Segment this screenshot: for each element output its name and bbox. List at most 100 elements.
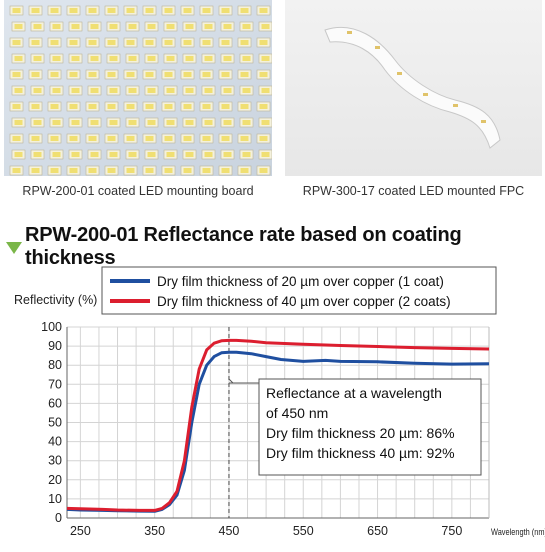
led-phosphor xyxy=(14,56,23,61)
y-tick-label: 40 xyxy=(48,435,62,449)
led-phosphor xyxy=(128,88,137,93)
led-phosphor xyxy=(166,152,175,157)
led-phosphor xyxy=(50,72,59,77)
led-phosphor xyxy=(52,152,61,157)
led-phosphor xyxy=(164,40,173,45)
led-phosphor xyxy=(261,24,270,29)
led-phosphor xyxy=(12,40,21,45)
led-phosphor xyxy=(109,152,118,157)
legend-box xyxy=(101,266,497,315)
led-phosphor xyxy=(128,24,137,29)
led-phosphor xyxy=(31,72,40,77)
led-phosphor xyxy=(185,88,194,93)
led-phosphor xyxy=(261,120,270,125)
led-phosphor xyxy=(204,88,213,93)
led-phosphor xyxy=(88,136,97,141)
led-phosphor xyxy=(145,168,154,173)
led-phosphor xyxy=(166,120,175,125)
led-phosphor xyxy=(33,120,42,125)
led-phosphor xyxy=(185,56,194,61)
annotation-line-3: Dry film thickness 20 µm: 86% xyxy=(266,425,455,441)
led-phosphor xyxy=(88,168,97,173)
led-phosphor xyxy=(202,40,211,45)
led-phosphor xyxy=(147,24,156,29)
led-phosphor xyxy=(164,104,173,109)
led-phosphor xyxy=(71,152,80,157)
led-phosphor xyxy=(221,104,230,109)
led-phosphor xyxy=(126,72,135,77)
led-phosphor xyxy=(50,40,59,45)
led-phosphor xyxy=(202,168,211,173)
led-phosphor xyxy=(69,104,78,109)
led-phosphor xyxy=(259,104,268,109)
x-tick-label: 250 xyxy=(70,524,91,538)
section-title-text: RPW-200-01 Reflectance rate based on coa… xyxy=(25,224,462,269)
y-tick-label: 80 xyxy=(48,358,62,372)
led-phosphor xyxy=(33,56,42,61)
led-phosphor xyxy=(204,56,213,61)
led-phosphor xyxy=(126,8,135,13)
led-phosphor xyxy=(128,152,137,157)
led-phosphor xyxy=(240,168,249,173)
led-phosphor xyxy=(88,72,97,77)
led-phosphor xyxy=(223,24,232,29)
led-phosphor xyxy=(107,168,116,173)
led-phosphor xyxy=(71,120,80,125)
led-phosphor xyxy=(107,40,116,45)
led-phosphor xyxy=(147,88,156,93)
led-phosphor xyxy=(12,72,21,77)
led-phosphor xyxy=(204,152,213,157)
led-phosphor xyxy=(183,136,192,141)
led-phosphor xyxy=(145,72,154,77)
led-phosphor xyxy=(52,88,61,93)
led-phosphor xyxy=(145,40,154,45)
led-phosphor xyxy=(50,8,59,13)
y-tick-label: 70 xyxy=(48,377,62,391)
led-phosphor xyxy=(221,8,230,13)
annotation-line-2: of 450 nm xyxy=(266,405,328,421)
led-phosphor xyxy=(240,40,249,45)
led-phosphor xyxy=(69,40,78,45)
led-phosphor xyxy=(185,120,194,125)
led-phosphor xyxy=(259,168,268,173)
led-phosphor xyxy=(33,88,42,93)
led-phosphor xyxy=(71,24,80,29)
section-title: RPW-200-01 Reflectance rate based on coa… xyxy=(6,224,545,269)
led-phosphor xyxy=(14,152,23,157)
y-tick-label: 50 xyxy=(48,416,62,430)
y-tick-label: 100 xyxy=(41,320,62,334)
led-phosphor xyxy=(221,72,230,77)
led-phosphor xyxy=(259,136,268,141)
led-phosphor xyxy=(202,136,211,141)
y-tick-label: 30 xyxy=(48,454,62,468)
led-phosphor xyxy=(221,136,230,141)
led-phosphor xyxy=(261,88,270,93)
led-phosphor xyxy=(90,24,99,29)
led-phosphor xyxy=(242,152,251,157)
led-phosphor xyxy=(145,8,154,13)
y-axis-label: Reflectivity (%) xyxy=(14,293,97,307)
led-phosphor xyxy=(166,56,175,61)
led-phosphor xyxy=(33,152,42,157)
led-phosphor xyxy=(164,136,173,141)
led-phosphor xyxy=(183,104,192,109)
led-phosphor xyxy=(90,88,99,93)
led-phosphor xyxy=(183,8,192,13)
led-phosphor xyxy=(52,56,61,61)
y-tick-label: 60 xyxy=(48,396,62,410)
led-phosphor xyxy=(14,120,23,125)
led-phosphor xyxy=(12,168,21,173)
led-phosphor xyxy=(164,8,173,13)
annotation-box xyxy=(258,378,482,476)
led-phosphor xyxy=(242,88,251,93)
led-phosphor xyxy=(88,8,97,13)
x-tick-label: 650 xyxy=(367,524,388,538)
led-phosphor xyxy=(52,24,61,29)
led-board-image xyxy=(4,0,272,176)
led-phosphor xyxy=(14,24,23,29)
led-phosphor xyxy=(223,120,232,125)
led-phosphor xyxy=(240,136,249,141)
led-phosphor xyxy=(50,168,59,173)
led-phosphor xyxy=(107,8,116,13)
